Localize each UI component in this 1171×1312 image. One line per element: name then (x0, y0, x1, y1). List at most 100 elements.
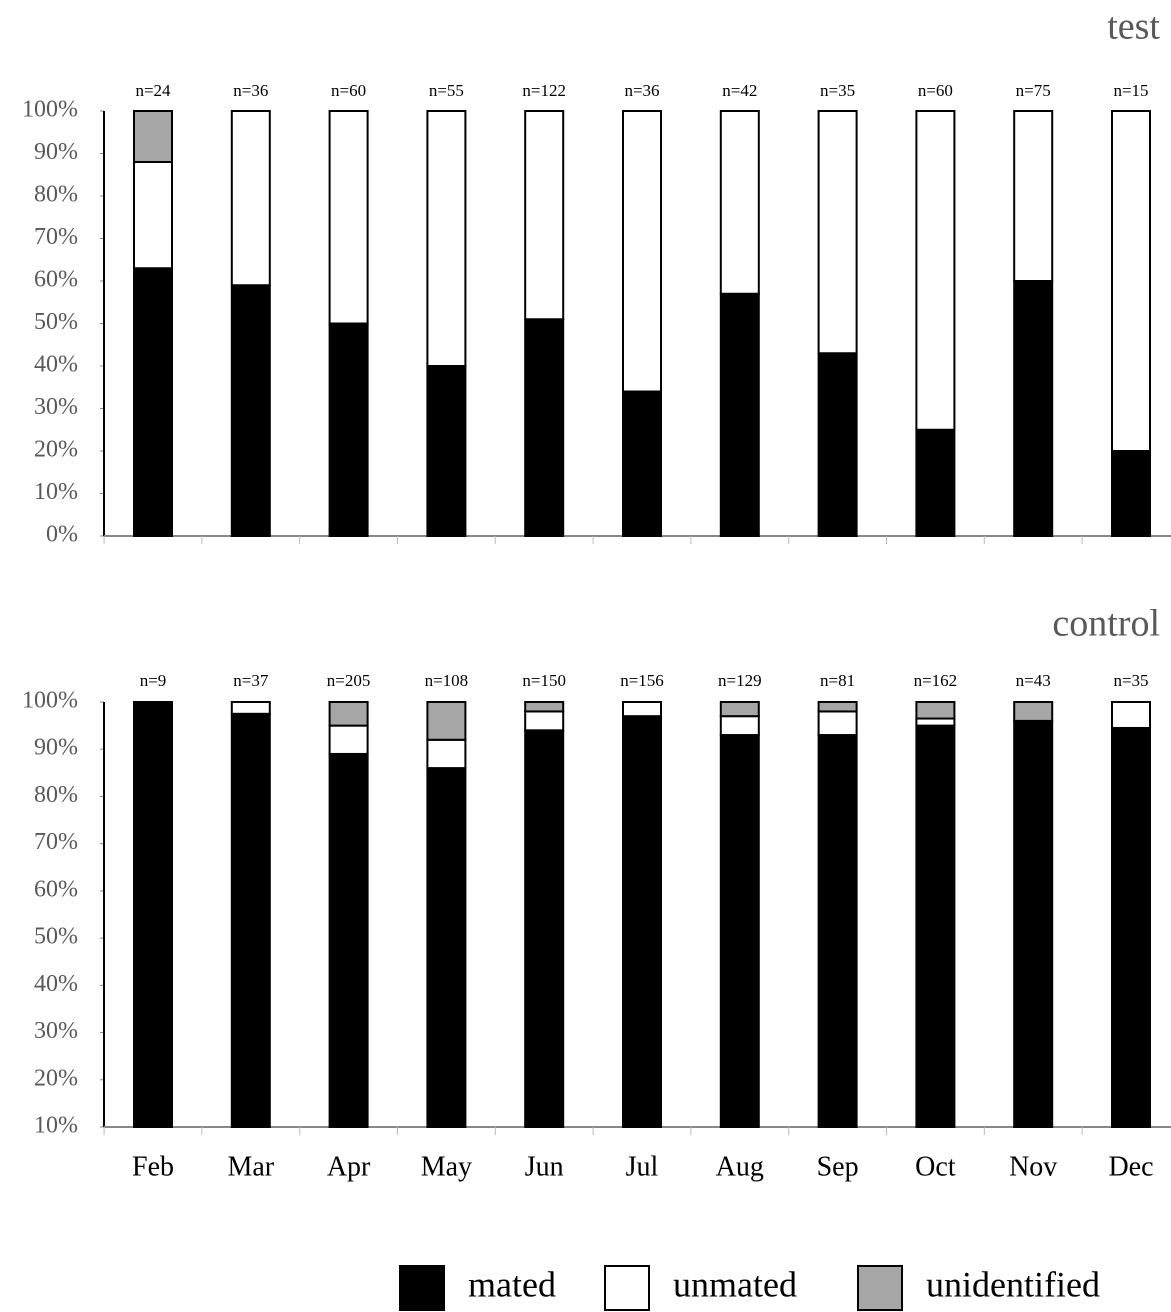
y-tick-label: 10% (34, 1113, 78, 1139)
n-label: n=37 (233, 671, 269, 690)
n-label: n=35 (820, 81, 855, 100)
bar-segment (328, 724, 369, 755)
n-label: n=36 (624, 81, 659, 100)
bar-segment (328, 322, 369, 537)
bar-segment (622, 390, 662, 537)
bar-segment (915, 717, 956, 727)
bar-segment (719, 701, 760, 718)
bar-segment (1111, 701, 1151, 729)
bar-segment (719, 292, 760, 537)
y-tick-label: 50% (34, 309, 78, 335)
y-tick-label: 80% (34, 782, 78, 808)
bar-segment (133, 110, 173, 163)
bar-segment (622, 110, 662, 393)
bar-segment (719, 110, 760, 295)
y-tick-label: 10% (34, 479, 78, 505)
n-label: n=75 (1016, 81, 1051, 100)
x-tick-label: Sep (817, 1151, 859, 1182)
bar-segment (1111, 726, 1151, 1128)
bar-segment (524, 710, 565, 732)
bar-segment (426, 110, 467, 367)
bar-segment (426, 738, 467, 770)
bar-segment (524, 729, 565, 1128)
bar-segment (817, 734, 858, 1128)
bar-segment (230, 712, 271, 1128)
y-tick-label: 0% (46, 522, 78, 548)
bar-segment (1013, 719, 1054, 1129)
n-label: n=162 (914, 671, 958, 690)
n-label: n=150 (522, 671, 566, 690)
y-tick-label: 70% (34, 829, 78, 855)
y-tick-label: 70% (34, 224, 78, 250)
legend-label: unmated (673, 1264, 797, 1304)
n-label: n=129 (718, 671, 762, 690)
n-label: n=60 (918, 81, 953, 100)
bar-segment (524, 701, 565, 713)
bar-segment (1111, 450, 1151, 537)
y-tick-label: 100% (22, 688, 78, 714)
n-label: n=81 (820, 671, 855, 690)
legend-label: mated (468, 1264, 556, 1304)
bar-segment (1111, 110, 1151, 452)
bar-segment (133, 701, 173, 1128)
bar-segment (426, 767, 467, 1128)
bar-segment (1013, 110, 1054, 282)
y-tick-label: 20% (34, 437, 78, 463)
y-tick-label: 60% (34, 876, 78, 902)
y-tick-label: 60% (34, 267, 78, 293)
bar-segment (817, 710, 858, 737)
y-tick-label: 80% (34, 182, 78, 208)
x-tick-label: Oct (915, 1151, 956, 1182)
y-tick-label: 100% (22, 97, 78, 123)
bar-segment (817, 701, 858, 713)
bar-segment (426, 365, 467, 537)
bar-segment (230, 701, 271, 715)
y-tick-label: 50% (34, 924, 78, 950)
y-tick-label: 90% (34, 735, 78, 761)
bar-segment (328, 701, 369, 727)
x-tick-label: Feb (132, 1151, 174, 1182)
bar-segment (133, 161, 173, 270)
legend-swatch (857, 1265, 903, 1311)
bar-segment (133, 267, 173, 537)
x-tick-label: Jul (626, 1151, 659, 1182)
bar-segment (915, 701, 956, 720)
bar-segment (230, 110, 271, 287)
y-tick-label: 90% (34, 139, 78, 165)
y-tick-label: 40% (34, 352, 78, 378)
bar-segment (524, 318, 565, 537)
n-label: n=108 (425, 671, 469, 690)
bar-segment (622, 715, 662, 1129)
n-label: n=156 (620, 671, 664, 690)
n-label: n=43 (1016, 671, 1051, 690)
legend-label: unidentified (926, 1264, 1100, 1304)
x-tick-label: Mar (227, 1151, 274, 1182)
bar-segment (719, 734, 760, 1128)
x-tick-label: Dec (1108, 1151, 1153, 1182)
bar-segment (328, 752, 369, 1128)
y-tick-label: 20% (34, 1065, 78, 1091)
legend-swatch (399, 1265, 445, 1311)
bar-segment (817, 352, 858, 537)
bar-segment (915, 724, 956, 1128)
bar-segment (230, 284, 271, 537)
x-tick-label: Jun (525, 1151, 564, 1182)
n-label: n=42 (722, 81, 757, 100)
bar-segment (817, 110, 858, 355)
bar-segment (328, 110, 369, 325)
bar-segment (915, 110, 956, 431)
bar-segment (719, 715, 760, 737)
n-label: n=205 (327, 671, 371, 690)
bar-segment (622, 701, 662, 718)
n-label: n=60 (331, 81, 366, 100)
chart-title: test (1107, 6, 1160, 48)
chart-title: control (1052, 603, 1160, 645)
n-label: n=55 (429, 81, 464, 100)
n-label: n=35 (1113, 671, 1148, 690)
y-tick-label: 30% (34, 1018, 78, 1044)
x-tick-label: May (421, 1151, 472, 1182)
x-tick-label: Aug (716, 1151, 764, 1182)
y-tick-label: 30% (34, 394, 78, 420)
